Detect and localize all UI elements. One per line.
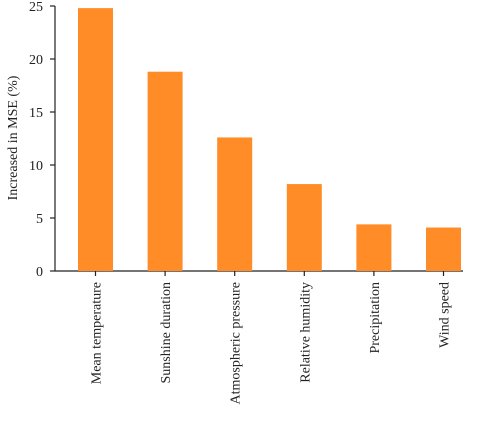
x-tick-label: Wind speed (438, 282, 453, 348)
x-tick-label: Atmospheric pressure (229, 282, 244, 404)
bars (78, 8, 461, 272)
y-tick-label: 15 (29, 106, 43, 121)
x-tick-label: Mean temperature (90, 282, 105, 384)
y-axis-title: Increased in MSE (%) (6, 75, 21, 200)
y-axis: 0 5 10 15 20 25 (29, 0, 56, 280)
bar (286, 184, 322, 271)
y-tick-label: 0 (36, 265, 43, 280)
y-tick-label: 5 (36, 212, 43, 227)
x-tick-label: Sunshine duration (159, 282, 174, 384)
bar (217, 137, 253, 271)
x-axis: Mean temperature Sunshine duration Atmosph… (55, 270, 463, 404)
y-tick-label: 20 (29, 53, 43, 68)
y-tick-label: 25 (29, 0, 43, 15)
x-tick-label: Relative humidity (298, 282, 313, 383)
bar (356, 224, 392, 271)
y-tick-label: 10 (29, 159, 43, 174)
bar (426, 227, 461, 271)
bar (78, 8, 113, 272)
x-tick-label: Precipitation (368, 282, 383, 354)
bar (147, 71, 183, 271)
